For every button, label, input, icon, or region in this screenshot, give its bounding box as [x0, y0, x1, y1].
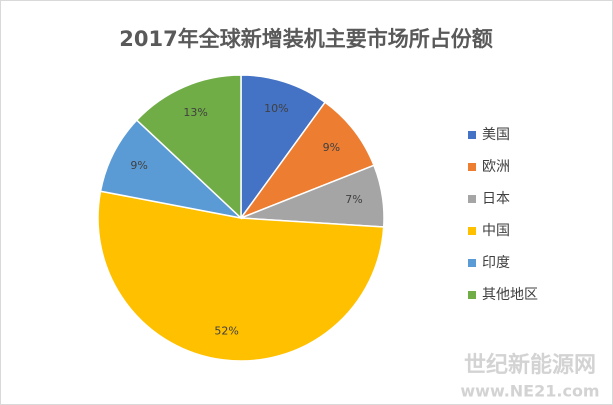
data-label: 13% [183, 106, 207, 119]
data-label: 9% [130, 159, 147, 172]
legend-swatch [468, 163, 476, 171]
legend-label: 日本 [482, 191, 510, 207]
chart-title: 2017年全球新增装机主要市场所占份额 [119, 27, 492, 51]
data-label: 7% [345, 193, 362, 206]
watermark: 世纪新能源网 [464, 352, 596, 378]
pie-slice [97, 190, 385, 362]
legend-label: 其他地区 [482, 287, 538, 303]
pie-slice [240, 74, 327, 221]
legend-swatch [468, 291, 476, 299]
data-label: 9% [323, 141, 340, 154]
legend-label: 印度 [482, 255, 510, 271]
pie-slice [135, 74, 242, 220]
legend-swatch [468, 131, 476, 139]
pie-slice [238, 101, 375, 220]
data-label: 10% [264, 102, 288, 115]
legend-label: 中国 [482, 223, 510, 239]
legend-label: 欧洲 [482, 159, 510, 175]
data-label: 52% [214, 324, 238, 337]
legend-label: 美国 [482, 127, 510, 143]
pie-slice [99, 119, 244, 220]
watermark: www.NE21.com [460, 382, 599, 401]
legend-swatch [468, 259, 476, 267]
legend-swatch [468, 195, 476, 203]
legend-swatch [468, 227, 476, 235]
